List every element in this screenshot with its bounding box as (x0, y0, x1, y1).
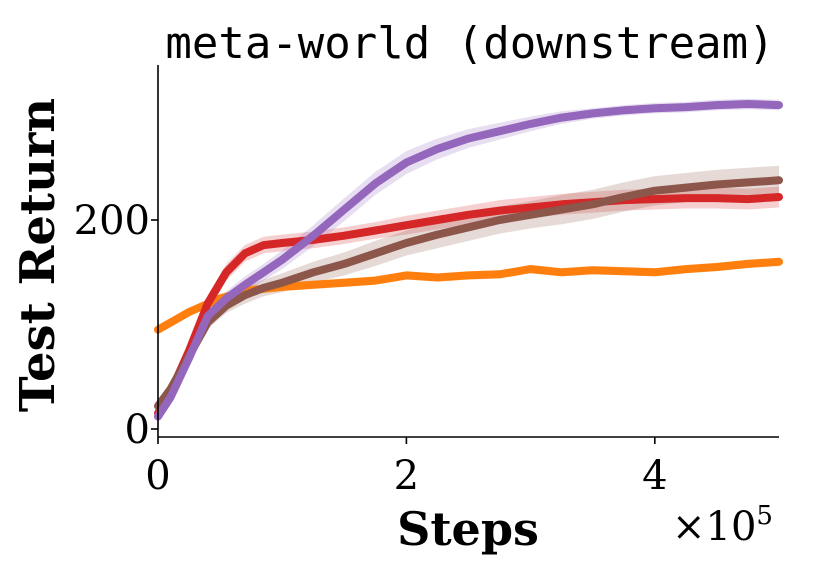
x-multiplier-base: ×10 (672, 504, 756, 550)
series-2-band (158, 186, 779, 418)
x-tick-label: 0 (145, 453, 170, 499)
x-multiplier-exponent: 5 (756, 501, 773, 531)
x-tick-label: 4 (642, 453, 667, 499)
series-lines (154, 100, 783, 421)
y-tick-label: 0 (125, 407, 150, 453)
x-axis-multiplier: ×105 (672, 501, 773, 550)
series-4-line (154, 100, 783, 421)
y-ticks: 0 200 (74, 198, 158, 453)
confidence-bands (158, 98, 779, 421)
y-tick-label: 200 (74, 198, 150, 244)
y-axis-label: Test Return (10, 98, 66, 412)
x-tick-label: 2 (394, 453, 419, 499)
x-ticks: 0 2 4 (145, 437, 668, 499)
series-4-band (158, 98, 779, 421)
series-2-line (154, 193, 783, 418)
series-3-line (154, 176, 783, 410)
x-axis-label: Steps (397, 502, 539, 556)
chart-title: meta-world (downstream) (165, 18, 774, 69)
